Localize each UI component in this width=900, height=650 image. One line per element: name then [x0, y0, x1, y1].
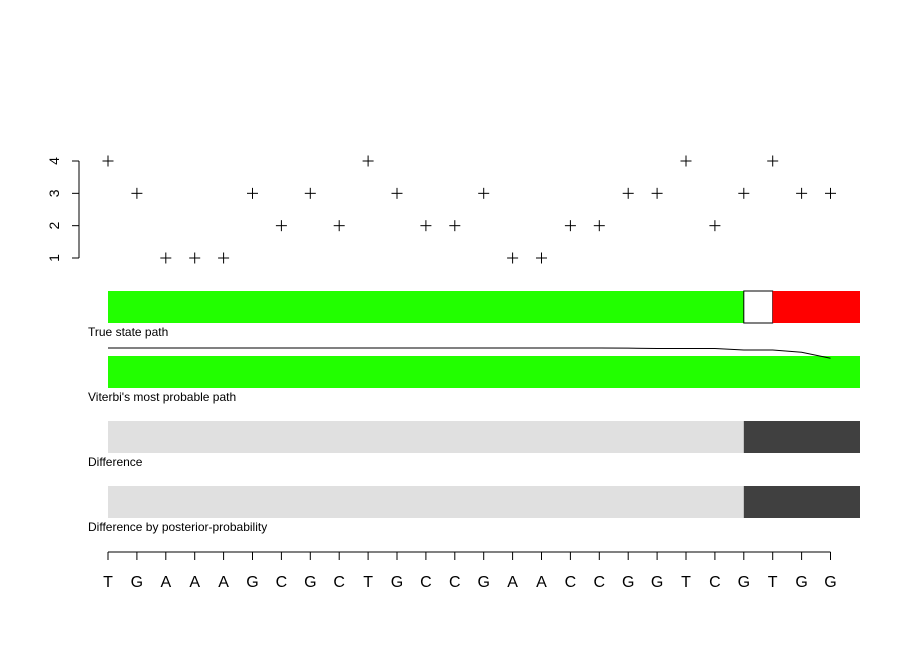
data-point: [247, 187, 258, 199]
track: Difference by posterior-probability: [88, 486, 860, 534]
x-tick-label: G: [246, 574, 258, 591]
data-point: [131, 187, 143, 199]
data-point: [796, 187, 808, 199]
track: Difference: [88, 421, 860, 469]
x-tick-label: C: [420, 574, 432, 591]
data-point: [160, 252, 172, 264]
y-tick-label: 1: [46, 254, 62, 262]
y-tick-label: 4: [46, 157, 62, 165]
x-tick-label: G: [131, 574, 143, 591]
data-point: [304, 187, 316, 199]
data-point: [362, 155, 374, 167]
x-tick-label: T: [768, 574, 778, 591]
data-point: [218, 252, 230, 264]
data-point: [189, 252, 201, 264]
data-point: [767, 155, 779, 167]
x-tick-label: A: [160, 574, 171, 591]
track: True state path: [88, 290, 860, 339]
x-tick-label: G: [477, 574, 489, 591]
x-tick-label: G: [304, 574, 316, 591]
x-tick-label: T: [363, 574, 373, 591]
data-point: [738, 187, 750, 199]
x-tick-label: G: [824, 574, 836, 591]
track-segment: [108, 421, 744, 453]
scatter-points: [102, 155, 836, 264]
data-point: [420, 220, 432, 232]
data-point: [622, 187, 634, 199]
x-tick-label: C: [276, 574, 288, 591]
y-axis: 1 2 3 4: [46, 157, 80, 262]
x-tick-label: A: [507, 574, 518, 591]
track-segment: [108, 486, 744, 518]
x-tick-label: G: [738, 574, 750, 591]
data-point: [333, 220, 345, 232]
data-point: [651, 187, 663, 199]
track-segment: [743, 486, 860, 518]
data-point: [825, 187, 836, 199]
x-tick-label: A: [536, 574, 547, 591]
y-tick-label: 3: [46, 189, 62, 197]
data-point: [391, 187, 403, 199]
data-point: [593, 220, 605, 232]
data-point: [102, 155, 114, 167]
x-tick-label: C: [565, 574, 577, 591]
track-segment: [743, 421, 860, 453]
track-label: Difference: [88, 455, 143, 469]
data-point: [275, 220, 287, 232]
x-tick-label: G: [651, 574, 663, 591]
x-tick-label: C: [709, 574, 721, 591]
x-tick-label: T: [681, 574, 691, 591]
x-tick-label: G: [622, 574, 634, 591]
posterior-polyline: [108, 347, 831, 359]
track-segment: [772, 291, 860, 323]
x-tick-label: G: [391, 574, 403, 591]
track-label: Viterbi's most probable path: [88, 390, 236, 404]
track-segment: [108, 291, 744, 323]
track: Viterbi's most probable path: [88, 356, 860, 404]
track-segment: [108, 356, 860, 388]
data-point: [449, 220, 461, 232]
track-label: Difference by posterior-probability: [88, 520, 267, 534]
state-tracks: True state path Viterbi's most probable p…: [88, 290, 860, 534]
data-point: [536, 252, 547, 264]
posterior-line: [108, 347, 831, 359]
track-segment: [743, 290, 774, 324]
data-point: [564, 220, 576, 232]
y-tick-label: 2: [46, 222, 62, 230]
x-tick-label: A: [189, 574, 200, 591]
data-point: [478, 187, 490, 199]
x-tick-label: C: [333, 574, 345, 591]
data-point: [709, 220, 721, 232]
x-tick-label: A: [218, 574, 229, 591]
x-tick-label: C: [594, 574, 606, 591]
x-tick-label: C: [449, 574, 461, 591]
x-tick-label: T: [103, 574, 113, 591]
x-tick-label: G: [795, 574, 807, 591]
track-label: True state path: [88, 325, 168, 339]
data-point: [507, 252, 519, 264]
data-point: [680, 155, 692, 167]
